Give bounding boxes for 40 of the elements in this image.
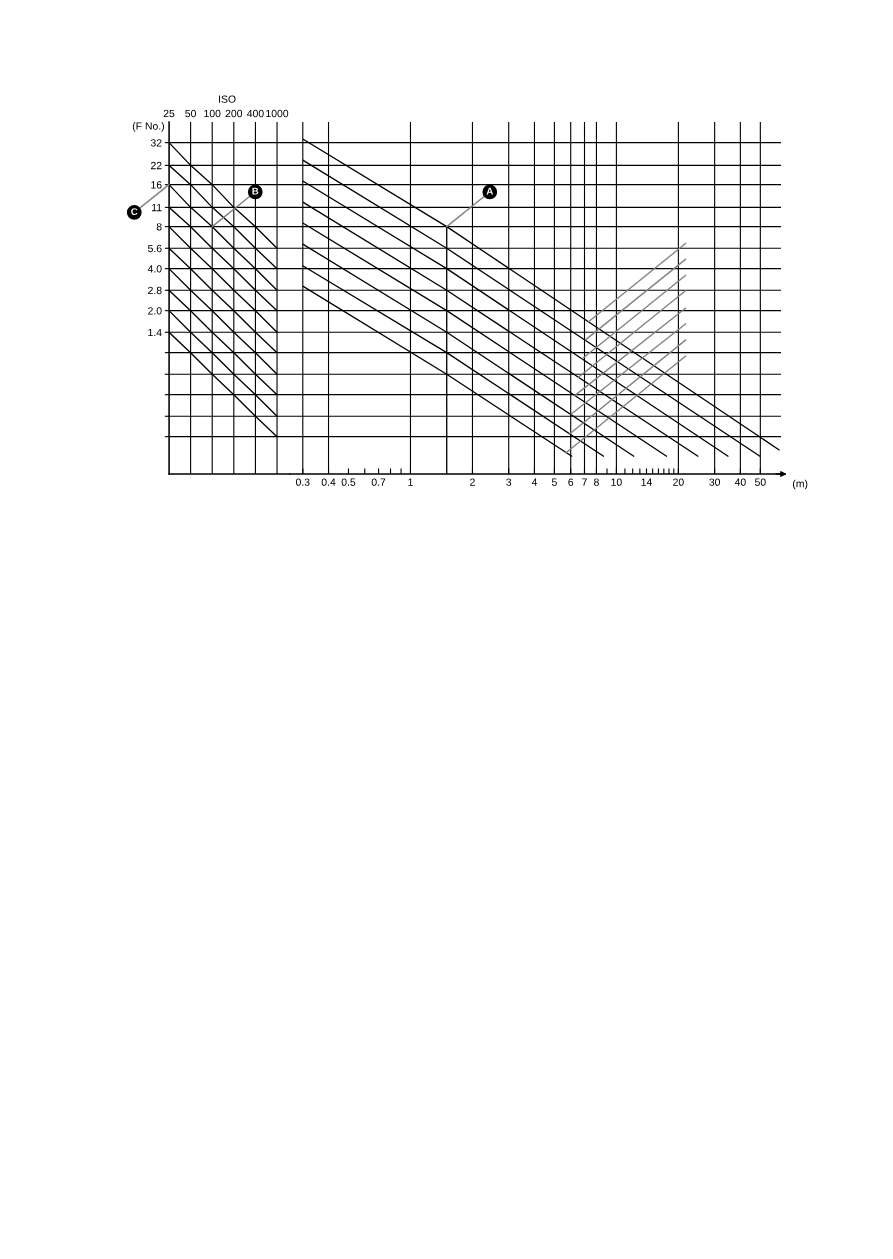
y-tick-label: 2.0 xyxy=(148,307,162,315)
annotation: C xyxy=(131,208,138,216)
annotation: A xyxy=(486,187,494,195)
y-tick-label: 11 xyxy=(152,203,162,212)
y-tick-label: 16 xyxy=(151,181,162,189)
x-tick-label: 400 xyxy=(246,109,264,118)
x-tick-label: 1 xyxy=(408,478,413,486)
y-tick-label: 32 xyxy=(150,139,162,147)
x-tick-label: 0.4 xyxy=(321,478,336,486)
x-axis-title: ISO xyxy=(219,95,236,103)
y-tick-label: 8 xyxy=(156,223,162,231)
x-tick-label: 5 xyxy=(551,478,557,486)
x-tick-label: 10 xyxy=(611,478,622,486)
x-tick-label: 7 xyxy=(582,478,587,486)
x-tick-label: 0.3 xyxy=(295,478,310,486)
x-tick-label: 6 xyxy=(568,478,574,486)
y-tick-label: 4.0 xyxy=(147,265,162,273)
x-tick-label: 0.7 xyxy=(371,478,386,486)
y-tick-label: 5.6 xyxy=(147,244,162,253)
x-tick-label: 40 xyxy=(734,478,746,486)
x-tick-label: 4 xyxy=(531,478,538,486)
y-tick-label: 2.8 xyxy=(148,286,162,295)
x-tick-label: 2 xyxy=(470,478,475,486)
x-tick-label: 100 xyxy=(204,109,221,118)
y-axis-title: (F No.) xyxy=(132,122,164,132)
x-tick-label: 3 xyxy=(506,478,512,486)
x-tick-label: 50 xyxy=(754,478,766,486)
x-tick-label: 25 xyxy=(163,109,175,118)
x-tick-label: 200 xyxy=(225,109,243,118)
x-tick-label: 20 xyxy=(673,478,684,486)
x-tick-label: 1000 xyxy=(266,109,289,118)
x-tick-label: 50 xyxy=(185,109,196,118)
y-tick-label: 22 xyxy=(150,161,162,170)
x-tick-label: 0.5 xyxy=(341,478,356,486)
annotation: B xyxy=(252,187,259,195)
x-tick-label: 14 xyxy=(641,478,652,486)
x-tick-label: 8 xyxy=(594,478,599,486)
y-tick-label: 1.4 xyxy=(148,328,162,337)
x-axis-title: (m) xyxy=(792,479,808,490)
x-tick-label: 30 xyxy=(709,478,721,486)
